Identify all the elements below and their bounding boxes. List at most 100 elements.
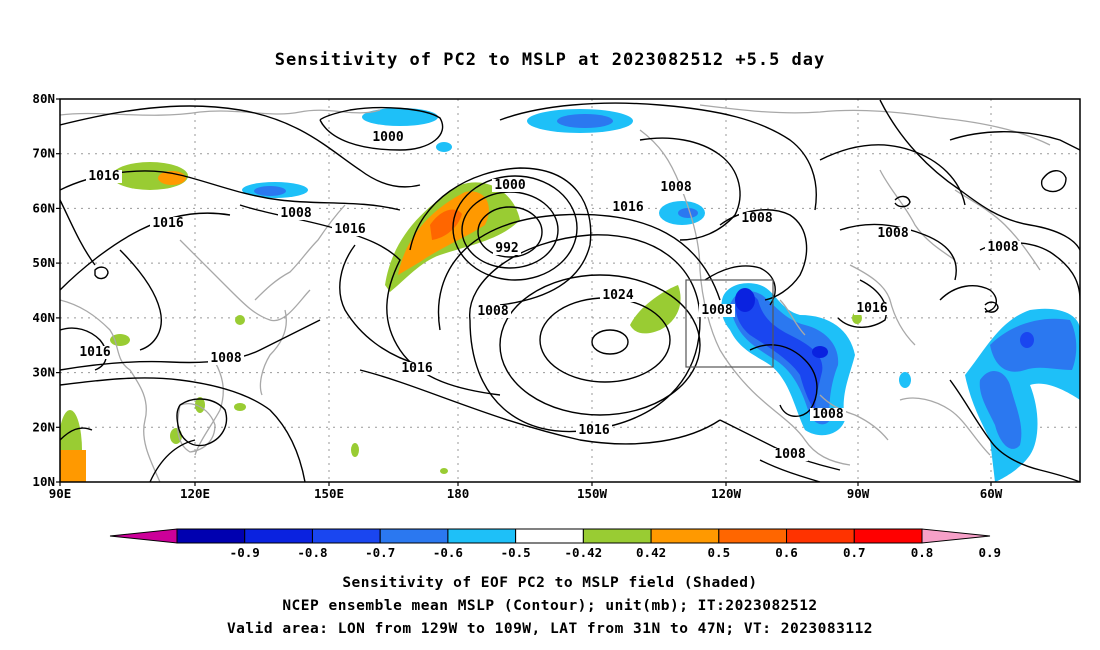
colorbar-swatch [447,528,517,544]
contour-label-bg [854,302,890,315]
colorbar-label: 0.42 [636,545,666,560]
contour-label-bg [875,227,911,240]
colorbar-label: -0.7 [365,545,395,560]
contour-label: 1016 [334,222,365,237]
x-tick-label: 150W [577,486,608,501]
x-tick-label: 180 [447,486,470,501]
colorbar-end-left [109,528,178,544]
contour-label: 1016 [578,423,609,438]
contour-label-bg [810,408,846,421]
grid-lines [60,99,1080,482]
colorbar-label: -0.5 [501,545,531,560]
contour-label: 1016 [88,169,119,184]
y-tick-label: 30N [32,365,55,380]
contour-label-bg [739,212,775,225]
contour-label-bg [600,289,636,302]
contour-label: 1024 [602,288,633,303]
contour-label-bg [475,305,511,318]
colorbar-swatch [853,528,923,544]
contour-label: 1016 [612,200,643,215]
x-tick-label: 120W [711,486,742,501]
colorbar-label: 0.5 [708,545,731,560]
contour-label: 1008 [774,447,805,462]
contour-label: 992 [495,241,518,256]
x-tick-label: 90E [49,486,72,501]
contour-label: 1000 [494,178,525,193]
y-tick-label: 10N [32,474,55,489]
colorbar-label: -0.42 [565,545,603,560]
contour-label-bg [370,131,406,144]
colorbar-swatch [650,528,720,544]
contour-label-bg [658,181,694,194]
colorbar-swatch [176,528,246,544]
x-tick-label: 120E [180,486,210,501]
x-tick-label: 90W [847,486,870,501]
y-tick-label: 50N [32,255,55,270]
contour-label-bg [86,170,122,183]
y-tick-label: 60N [32,200,55,215]
contour-label-bg [985,241,1021,254]
chart-title: Sensitivity of PC2 to MSLP at 2023082512… [274,50,826,70]
colorbar-label: -0.9 [230,545,260,560]
caption-line-1: Sensitivity of EOF PC2 to MSLP field (Sh… [342,575,758,591]
contour-label: 1008 [701,303,732,318]
colorbar-swatch [311,528,381,544]
colorbar-label: -0.8 [297,545,327,560]
contour-label: 1008 [741,211,772,226]
contour-label: 1016 [152,216,183,231]
contour-label: 1000 [372,130,403,145]
colorbar-swatch [515,528,584,544]
contour-label-bg [610,201,646,214]
x-tick-label: 60W [980,486,1003,501]
colorbar-swatch [786,528,855,544]
colorbar-swatch [582,528,652,544]
colorbar: -0.9 -0.8 -0.7 -0.6 -0.5 -0.42 0.42 0.5 0.6 0.7 0.… [109,528,1001,560]
y-tick-label: 70N [32,146,55,161]
colorbar-label: 0.6 [775,545,798,560]
contour-label-bg [150,217,186,230]
colorbar-end-right [921,528,991,544]
caption-line-3: Valid area: LON from 129W to 109W, LAT f… [226,621,874,637]
contour-label-bg [772,448,808,461]
colorbar-label: -0.6 [433,545,463,560]
contour-label: 1008 [812,407,843,422]
y-axis-labels: 80N 70N 60N 50N 40N 30N 20N 10N [32,91,60,489]
contour-label: 1008 [210,351,241,366]
positive-sensitivity-shading [60,162,862,482]
sensitivity-shading [60,108,1080,482]
colorbar-label: 0.7 [843,545,866,560]
colorbar-swatch [718,528,788,544]
contour-label-bg [493,242,521,255]
contour-label-bg [77,346,113,359]
plot-frame [59,98,1081,483]
contour-label: 1016 [79,345,110,360]
contour-label: 1008 [280,206,311,221]
coastlines [60,104,1051,482]
contour-label-bg [576,424,612,437]
contour-label-bg [399,362,435,375]
x-tick-label: 150E [314,486,344,501]
contour-label: 1008 [477,304,508,319]
mslp-contours [60,99,1080,482]
y-tick-label: 40N [32,310,55,325]
contour-label: 1016 [401,361,432,376]
contour-label-bg [699,304,735,317]
y-tick-label: 80N [32,91,55,106]
colorbar-swatch [379,528,449,544]
y-tick-label: 20N [32,419,55,434]
valid-area-box [685,279,774,368]
contour-label: 1008 [660,180,691,195]
contour-label-bg [332,223,368,236]
x-axis-labels: 90E 120E 150E 180 150W 120W 90W 60W [49,482,1003,501]
contour-label: 1016 [856,301,887,316]
contour-label: 1008 [877,226,908,241]
colorbar-swatch [244,528,313,544]
caption-line-2: NCEP ensemble mean MSLP (Contour); unit(… [282,598,818,614]
colorbar-label: 0.8 [911,545,934,560]
contour-label-bg [278,207,314,220]
contour-labels: 1000 1016 1008 1016 1016 1000 992 1008 1016 1008 1… [77,130,1021,462]
contour-label-bg [208,352,244,365]
contour-label-bg [492,179,528,192]
contour-label: 1008 [987,240,1018,255]
